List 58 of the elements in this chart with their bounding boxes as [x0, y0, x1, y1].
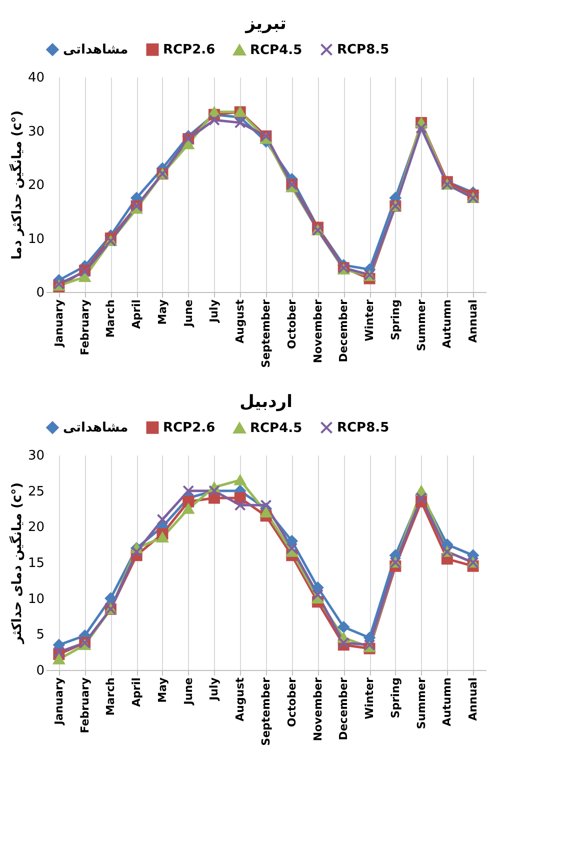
legend-label: RCP2.6: [163, 420, 216, 436]
legend-label: RCP8.5: [337, 42, 390, 58]
y-tick-label: 10: [28, 592, 44, 607]
x-tick-label: July: [208, 678, 221, 702]
x-tick-label: May: [156, 300, 169, 325]
x-tick-label: Spring: [388, 300, 402, 340]
y-tick-label: 15: [28, 556, 44, 571]
y-axis-title: میانگین دمای حداکثر (c°): [8, 482, 25, 645]
x-tick-label: November: [311, 298, 324, 364]
x-tick-label: February: [78, 300, 92, 356]
y-tick-label: 20: [28, 520, 44, 536]
x-tick-label: February: [78, 678, 92, 734]
legend-label: مشاهداتی: [63, 420, 128, 436]
legend-label: RCP8.5: [337, 420, 390, 436]
x-tick-label: April: [130, 678, 144, 707]
x-tick-label: March: [104, 300, 118, 338]
chart-title: تبریز: [244, 14, 286, 34]
y-tick-label: 20: [28, 178, 44, 193]
x-tick-label: Annual: [466, 678, 480, 721]
x-tick-label: Autumn: [440, 678, 454, 726]
y-tick-label: 30: [28, 124, 44, 140]
legend-label: مشاهداتی: [63, 42, 128, 58]
y-tick-label: 5: [36, 628, 44, 643]
x-tick-label: June: [182, 300, 195, 328]
x-tick-label: September: [260, 298, 272, 368]
x-tick-label: Annual: [466, 300, 480, 343]
x-tick-label: Summer: [414, 676, 428, 730]
x-tick-label: May: [156, 678, 169, 703]
x-tick-label: April: [130, 300, 144, 329]
x-tick-label: November: [311, 676, 324, 742]
y-tick-label: 0: [36, 286, 44, 300]
x-tick-label: January: [52, 300, 66, 348]
x-tick-label: September: [260, 676, 272, 746]
x-tick-label: Autumn: [440, 300, 454, 348]
y-tick-label: 40: [28, 70, 44, 86]
x-tick-label: June: [182, 678, 195, 706]
x-tick-label: August: [234, 300, 247, 344]
x-tick-label: Summer: [414, 298, 428, 352]
legend-label: RCP4.5: [250, 420, 302, 436]
x-tick-label: October: [285, 676, 298, 727]
x-tick-label: August: [234, 678, 247, 722]
x-tick-label: October: [285, 298, 298, 349]
x-tick-label: January: [52, 678, 66, 726]
y-tick-label: 25: [28, 484, 44, 500]
x-tick-label: Winter: [363, 298, 376, 342]
chart-title: اردبیل: [240, 392, 292, 412]
x-tick-label: December: [337, 676, 350, 740]
x-tick-label: March: [104, 678, 118, 716]
y-axis-title: میانگین حداکثر دما (c°): [8, 110, 25, 260]
x-tick-label: Winter: [363, 676, 376, 720]
legend-label: RCP2.6: [163, 42, 216, 58]
x-tick-label: December: [337, 298, 350, 362]
y-tick-label: 30: [28, 448, 44, 464]
y-tick-label: 0: [36, 664, 44, 678]
x-tick-label: July: [208, 300, 221, 324]
legend-label: RCP4.5: [250, 42, 302, 58]
x-tick-label: Spring: [388, 678, 402, 718]
y-tick-label: 10: [28, 232, 44, 247]
